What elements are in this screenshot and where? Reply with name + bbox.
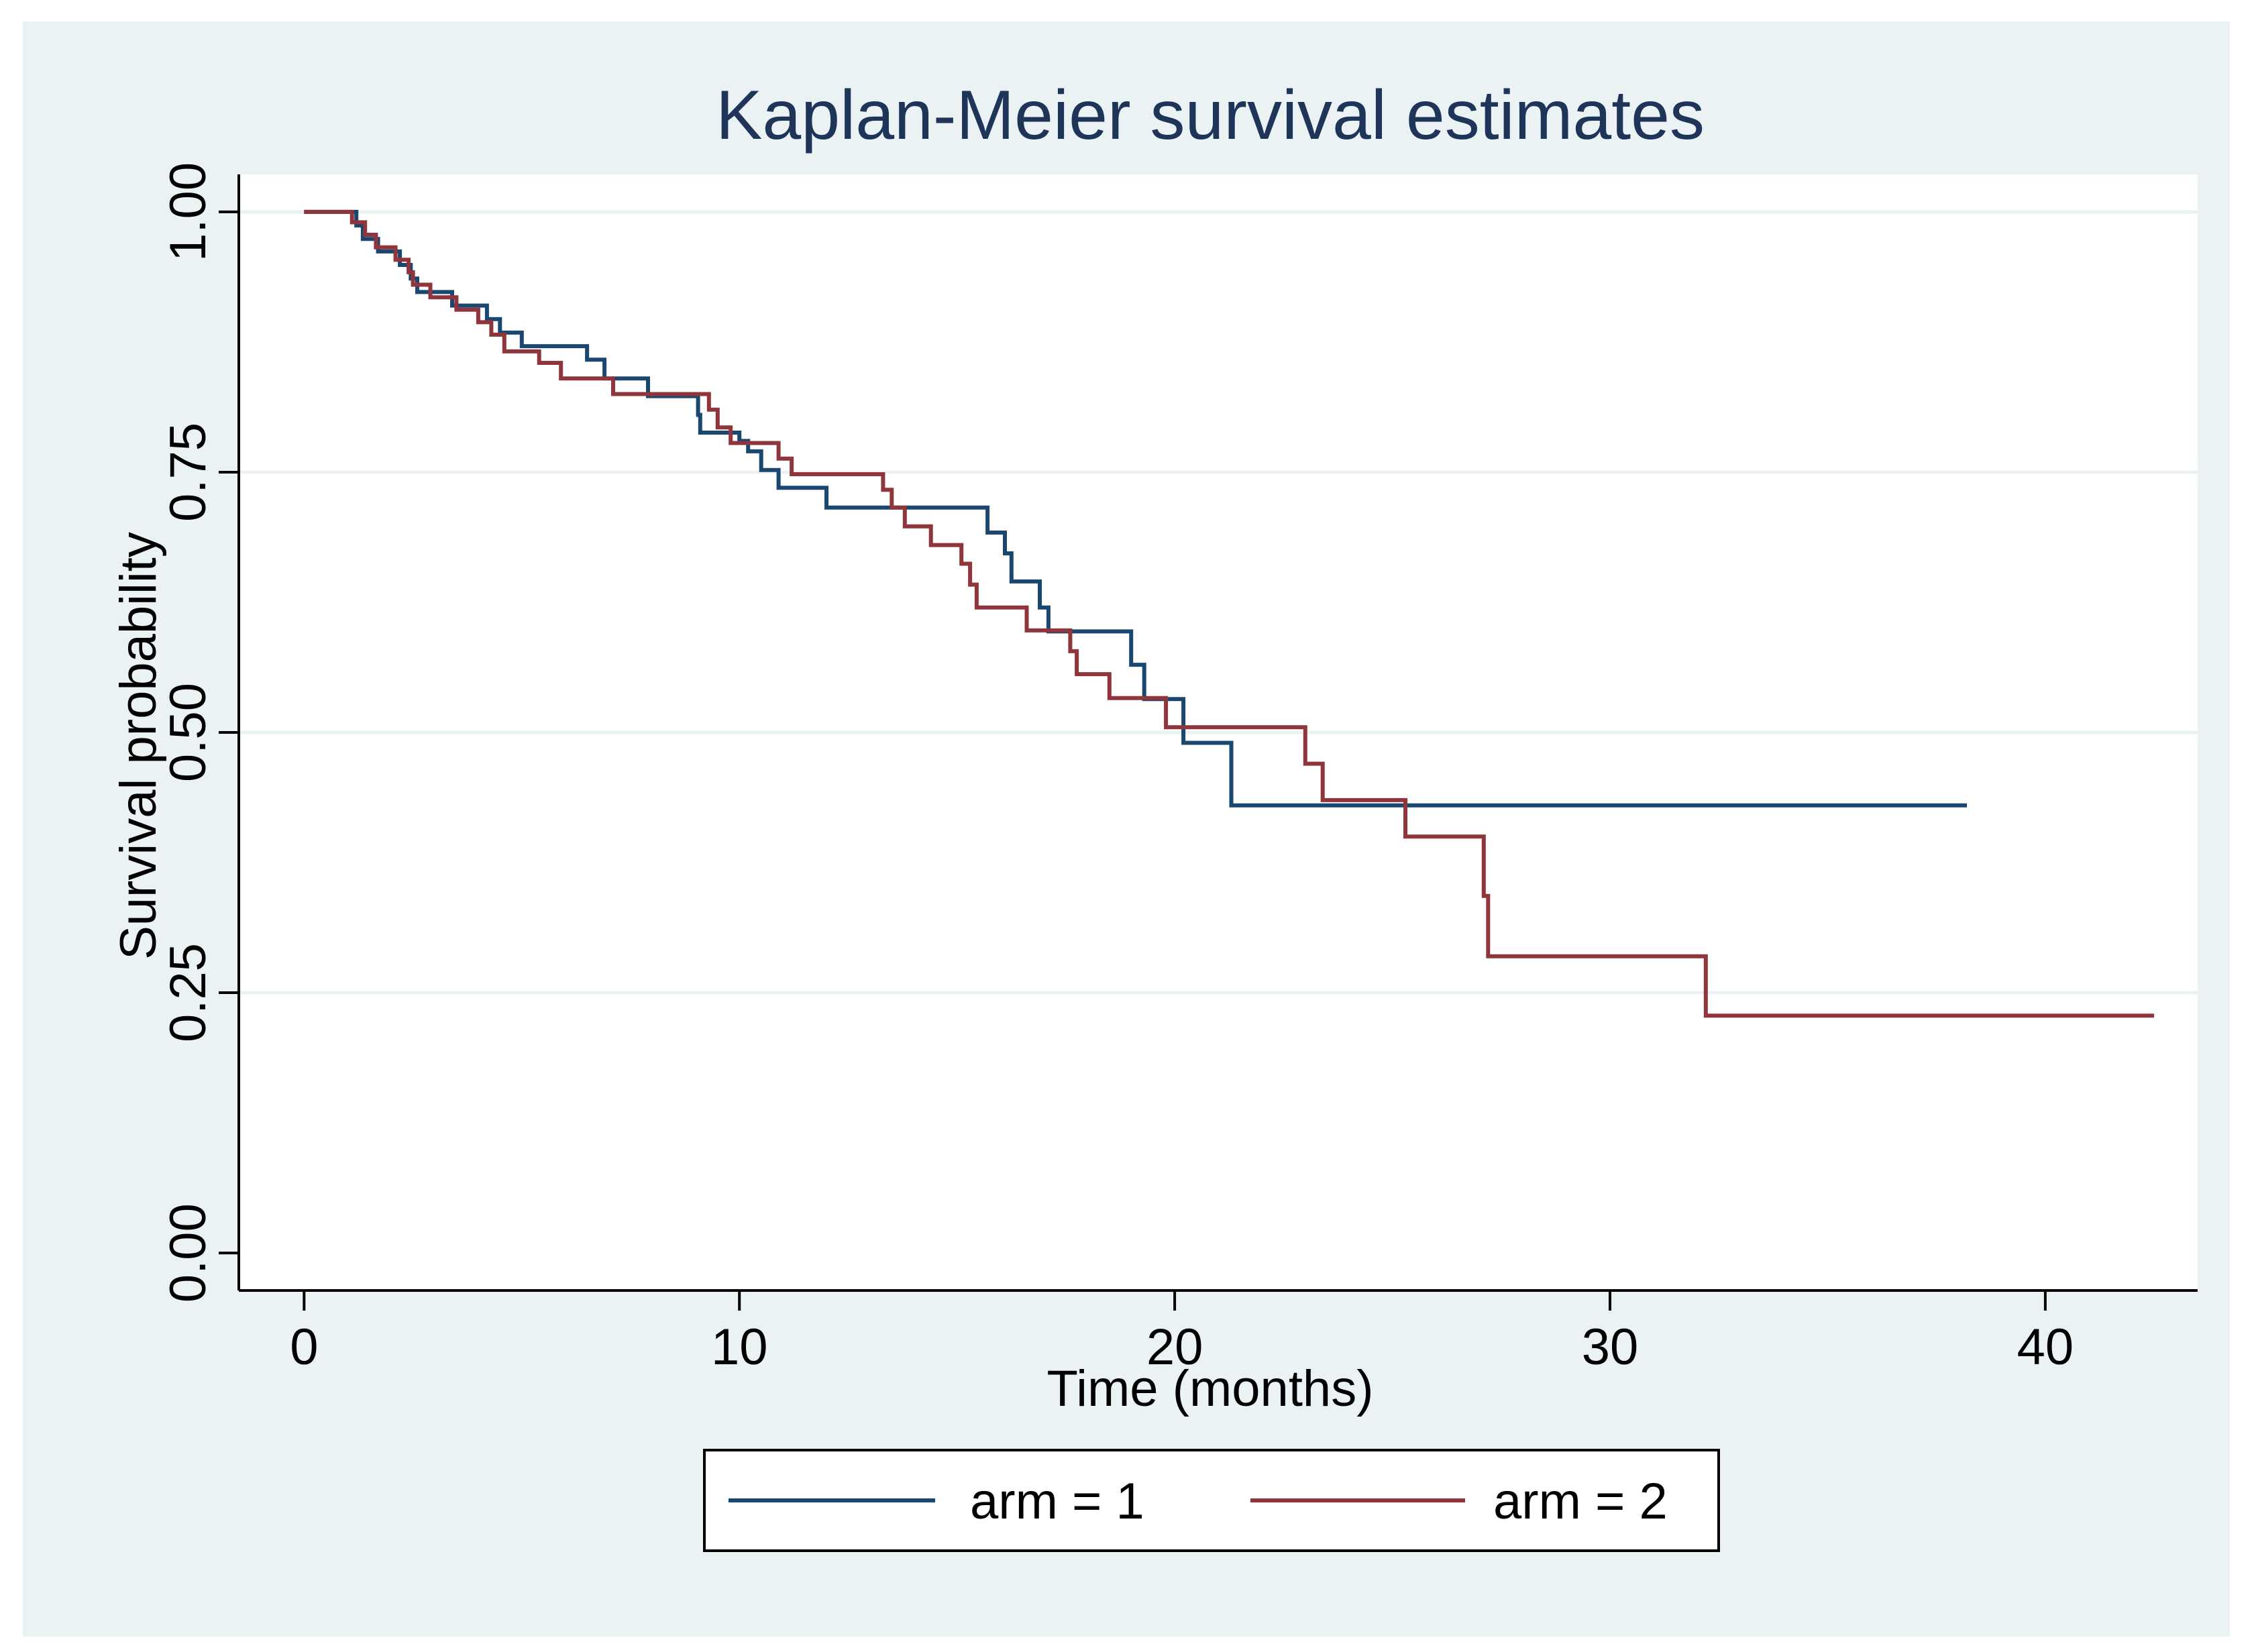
- legend: arm = 1 arm = 2: [703, 1449, 1720, 1552]
- series-line-arm-2: [304, 209, 2155, 1018]
- y-tick-label-0: 0.00: [160, 1203, 217, 1303]
- x-tick-label-1: 10: [711, 1319, 768, 1376]
- y-tick-label-1: 0.25: [160, 943, 217, 1042]
- y-tick-label-4: 1.00: [160, 162, 217, 262]
- x-axis-label: Time (months): [1046, 1360, 1373, 1417]
- chart-title: Kaplan-Meier survival estimates: [716, 76, 1705, 154]
- y-axis-ticks: 0.00 0.25 0.50 0.75 1.00: [160, 162, 239, 1303]
- series-line-arm-1: [304, 209, 1968, 808]
- x-tick-label-2: 20: [1146, 1319, 1203, 1376]
- y-axis-label: Survival probability: [110, 532, 167, 960]
- km-chart: Kaplan-Meier survival estimates 0.00 0.25…: [110, 76, 2198, 1552]
- x-tick-label-0: 0: [290, 1319, 318, 1376]
- y-tick-label-3: 0.75: [160, 423, 217, 522]
- gridlines: [239, 210, 2198, 995]
- x-tick-label-3: 30: [1582, 1319, 1639, 1376]
- x-tick-label-4: 40: [2017, 1319, 2074, 1376]
- legend-label-arm-1: arm = 1: [970, 1473, 1144, 1530]
- y-tick-label-2: 0.50: [160, 683, 217, 782]
- x-axis-ticks: 0 10 20 30 40: [290, 1290, 2074, 1376]
- series-lines: [304, 209, 2155, 1018]
- legend-label-arm-2: arm = 2: [1493, 1473, 1668, 1530]
- chart-background: Kaplan-Meier survival estimates 0.00 0.25…: [23, 21, 2230, 1637]
